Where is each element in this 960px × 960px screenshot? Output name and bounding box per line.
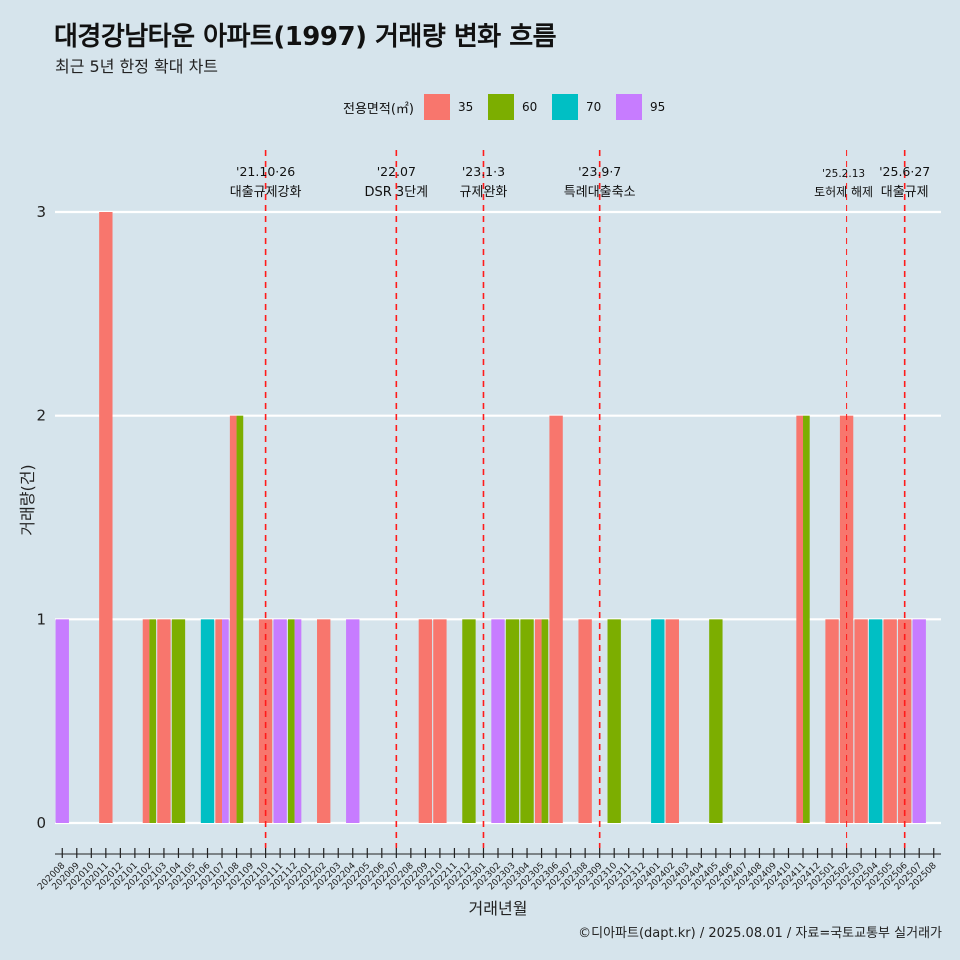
bar-202501-35 [825,619,839,823]
bar-202104-60 [171,619,186,823]
bar-202411-35 [796,415,804,823]
bar-202303-60 [505,619,520,823]
bar-202405-60 [709,619,723,823]
policy-label-202110: 대출규제강화 [230,185,302,200]
legend: 전용면적(㎡) 35 60 70 95 [343,93,680,121]
bar-202302-95 [491,619,505,823]
bar-202112-60 [287,619,295,823]
legend-swatch-70 [551,94,578,120]
bar-202504-70 [868,619,883,823]
legend-item-60: 60 [487,94,544,120]
source-caption: ©디아파트(dapt.kr) / 2025.08.01 / 자료=국토교통부 실… [578,926,942,941]
policy-label-202301: 규제완화 [460,185,508,200]
chart-subtitle: 최근 5년 한정 확대 차트 [55,57,219,76]
bar-202111-95 [273,619,287,823]
policy-date-202207: '22.07 [377,164,416,179]
bar-202305-35 [534,619,542,823]
legend-item-70: 70 [551,94,608,120]
bar-202507-95 [912,619,926,823]
bar-202305-60 [541,619,549,823]
bar-202112-95 [294,619,302,823]
bar-202008-95 [55,619,69,823]
legend-item-95: 95 [615,94,672,120]
legend-swatch-35 [423,94,450,120]
y-tick-label: 2 [36,407,46,425]
policy-label-202506: 대출규제 [881,185,929,200]
bar-202202-35 [317,619,331,823]
bar-202011-35 [99,212,113,823]
bar-202506-35 [898,619,912,823]
bar-202107-35 [215,619,223,823]
y-tick-label: 3 [36,203,46,221]
legend-label-70: 70 [585,100,602,114]
axes: 0123202008202009202010202011202012202101… [36,203,941,892]
bar-202106-70 [200,619,215,823]
legend-swatch-95 [615,94,642,120]
policy-date-202301: '23.1·3 [462,164,505,179]
legend-swatch-60 [487,94,514,120]
legend-title: 전용면적(㎡) [343,101,414,117]
bar-202108-60 [236,415,244,823]
bar-202503-35 [854,619,868,823]
legend-label-95: 95 [649,100,666,114]
policy-date-202110: '21.10·26 [236,164,295,179]
policy-date-202309: '23.9·7 [578,164,621,179]
bar-202204-95 [346,619,360,823]
y-tick-label: 0 [36,814,46,832]
x-axis-label: 거래년월 [469,899,528,918]
legend-label-60: 60 [521,100,538,114]
bar-202502-35 [839,415,854,823]
bar-202108-35 [229,415,237,823]
bar-202304-60 [520,619,534,823]
bar-202308-35 [578,619,592,823]
chart-title: 대경강남타운 아파트(1997) 거래량 변화 흐름 [54,22,557,52]
policy-lines: '21.10·26 대출규제강화 '22.07 DSR 3단계 '23.1·3 규제완화 '… [230,150,930,848]
bar-202505-35 [883,619,897,823]
policy-label-202309: 특례대출축소 [564,185,636,200]
bar-202402-35 [665,619,679,823]
bar-202103-35 [157,619,171,823]
y-axis-label: 거래량(건) [18,464,37,535]
bar-202107-95 [222,619,229,823]
bar-202401-70 [651,619,665,823]
bar-202411-60 [803,415,810,823]
bar-202110-35 [258,619,273,823]
bars [55,212,926,823]
bar-202102-60 [149,619,157,823]
bar-202210-35 [433,619,447,823]
policy-date-202502: '25.2.13 [822,168,865,180]
legend-item-35: 35 [423,94,480,120]
policy-label-202207: DSR 3단계 [365,185,429,200]
bar-202212-60 [462,619,476,823]
bar-202306-35 [549,415,563,823]
bar-202209-35 [418,619,433,823]
bar-202102-35 [142,619,150,823]
legend-label-35: 35 [457,100,474,114]
bar-202310-60 [607,619,621,823]
policy-date-202506: '25.6·27 [879,164,930,179]
policy-label-202502: 토허제 해제 [814,185,873,199]
y-tick-label: 1 [36,610,46,628]
